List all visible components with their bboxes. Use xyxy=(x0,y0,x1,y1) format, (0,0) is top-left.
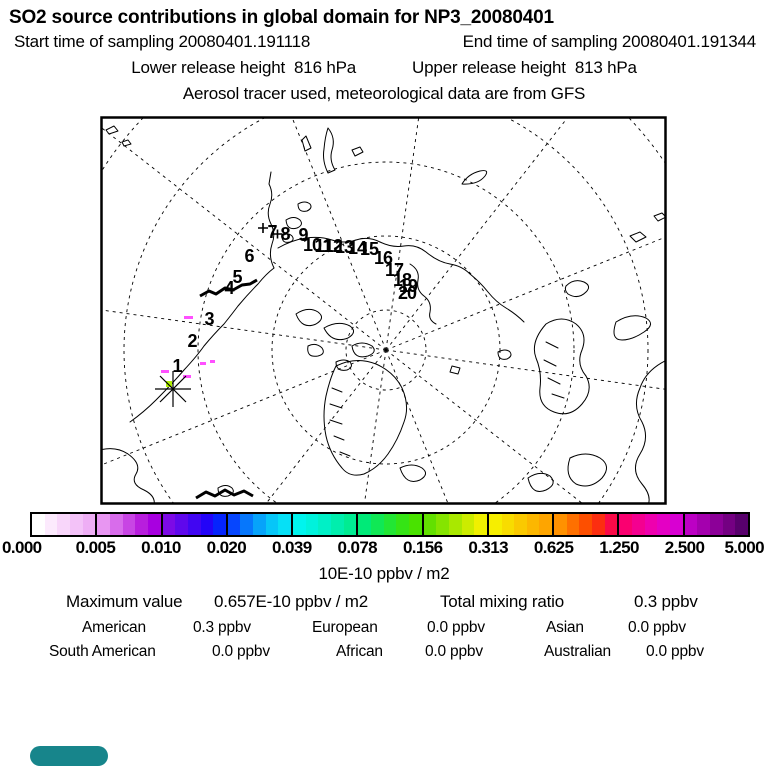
total-mixing-ratio-label: Total mixing ratio xyxy=(440,592,564,611)
trajectory-point-label: 13 xyxy=(335,237,354,257)
colorbar xyxy=(30,512,750,537)
colorbar-segment xyxy=(227,514,294,535)
trajectory-point-label: 4 xyxy=(224,278,234,298)
colorbar-tick-label: 0.010 xyxy=(141,538,181,557)
trajectory-point-label: 10 xyxy=(303,235,322,255)
concentration-cell xyxy=(210,360,215,363)
coastlines xyxy=(102,125,665,503)
colorbar-segment xyxy=(684,514,748,535)
colorbar-tick-label: 0.156 xyxy=(402,538,443,557)
lower-release-label: Lower release height 816 hPa xyxy=(131,58,356,77)
trajectory-point-label: 6 xyxy=(244,246,254,266)
colorbar-segment xyxy=(554,514,620,535)
colorbar-segment xyxy=(293,514,359,535)
region-south-american-label: South American xyxy=(49,643,156,660)
graticule-lines xyxy=(102,118,665,503)
colorbar-tick-label: 2.500 xyxy=(664,538,705,557)
trajectory-point-label: 14 xyxy=(348,238,367,258)
max-value: 0.657E-10 ppbv / m2 xyxy=(214,592,369,611)
region-asian-value: 0.0 ppbv xyxy=(628,619,686,636)
source-location-marker xyxy=(155,371,191,407)
trajectory-point-label: 16 xyxy=(374,248,393,268)
trajectory-point-label: 15 xyxy=(360,239,379,259)
region-american-value: 0.3 ppbv xyxy=(193,619,251,636)
colorbar-segment xyxy=(619,514,685,535)
trajectory-point-label: 8 xyxy=(280,224,290,244)
colorbar-tick-label: 0.000 xyxy=(2,538,42,557)
colorbar-tick-label: 0.078 xyxy=(337,538,378,557)
trajectory-point-label: 20 xyxy=(398,283,417,303)
trajectory-point-label: 3 xyxy=(204,309,214,329)
trajectory-point-label: 17 xyxy=(385,260,404,280)
colorbar-segment xyxy=(488,514,555,535)
concentration-cell xyxy=(200,362,206,365)
trajectory-point-label: 12 xyxy=(324,236,343,256)
region-australian-value: 0.0 ppbv xyxy=(646,643,704,660)
colorbar-tick-label: 5.000 xyxy=(724,538,764,557)
concentration-cells xyxy=(161,316,215,387)
colorbar-unit-label: 10E-10 ppbv / m2 xyxy=(318,564,450,583)
trajectory-point-label: 18 xyxy=(393,270,412,290)
concentration-cell xyxy=(166,381,172,387)
colorbar-tick-label: 0.020 xyxy=(206,538,247,557)
trajectory-cross-marks xyxy=(258,223,282,239)
region-african-value: 0.0 ppbv xyxy=(425,643,483,660)
max-value-label: Maximum value xyxy=(66,592,183,611)
colorbar-tick-label: 0.313 xyxy=(468,538,508,557)
trajectory-point-label: 5 xyxy=(232,267,242,287)
release-heights-row: Lower release height 816 hPa Upper relea… xyxy=(0,58,768,78)
upper-release-label: Upper release height 813 hPa xyxy=(412,58,637,77)
trajectory-point-label: 19 xyxy=(399,276,418,296)
map-frame xyxy=(100,116,667,505)
page-title: SO2 source contributions in global domai… xyxy=(9,7,554,28)
region-european-label: European xyxy=(312,619,378,636)
region-south-american-value: 0.0 ppbv xyxy=(212,643,270,660)
trajectory-point-label: 9 xyxy=(298,225,308,245)
sampling-start-label: Start time of sampling 20080401.191118 xyxy=(14,32,311,51)
sampling-times-row: Start time of sampling 20080401.191118 E… xyxy=(0,32,768,52)
trajectory-point-label: 11 xyxy=(314,236,332,256)
colorbar-tick-label: 0.005 xyxy=(75,538,116,557)
polar-map: 1 2 3 4 5 6 7 8 9 10 11 12 13 14 15 16 17 18 19 20 xyxy=(100,116,667,505)
trajectory-point-label: 7 xyxy=(267,222,277,242)
colorbar-segment xyxy=(32,514,98,535)
region-european-value: 0.0 ppbv xyxy=(427,619,485,636)
concentration-cell xyxy=(184,316,193,319)
trajectory-point-label: 2 xyxy=(187,331,197,351)
colorbar-tick-label: 1.250 xyxy=(599,538,639,557)
region-australian-label: Australian xyxy=(544,643,611,660)
sampling-end-label: End time of sampling 20080401.191344 xyxy=(462,32,757,51)
bottom-left-accent-bar xyxy=(30,746,108,766)
colorbar-segment xyxy=(162,514,228,535)
colorbar-segment xyxy=(423,514,489,535)
colorbar-segment xyxy=(97,514,163,535)
colorbar-segment xyxy=(358,514,424,535)
colorbar-tick-label: 0.039 xyxy=(272,538,312,557)
total-mixing-ratio-value: 0.3 ppbv xyxy=(634,592,698,611)
tracer-note-label: Aerosol tracer used, meteorological data… xyxy=(182,84,586,103)
region-african-label: African xyxy=(336,643,383,660)
trajectory-point-label: 1 xyxy=(172,356,182,376)
concentration-cell xyxy=(183,375,191,378)
colorbar-tick-label: 0.625 xyxy=(533,538,574,557)
region-american-label: American xyxy=(82,619,146,636)
colorbar-tick-labels: 0.000 0.005 0.010 0.020 0.039 0.078 0.156 0.313… xyxy=(0,538,768,558)
region-asian-label: Asian xyxy=(546,619,584,636)
concentration-cell xyxy=(161,370,169,373)
